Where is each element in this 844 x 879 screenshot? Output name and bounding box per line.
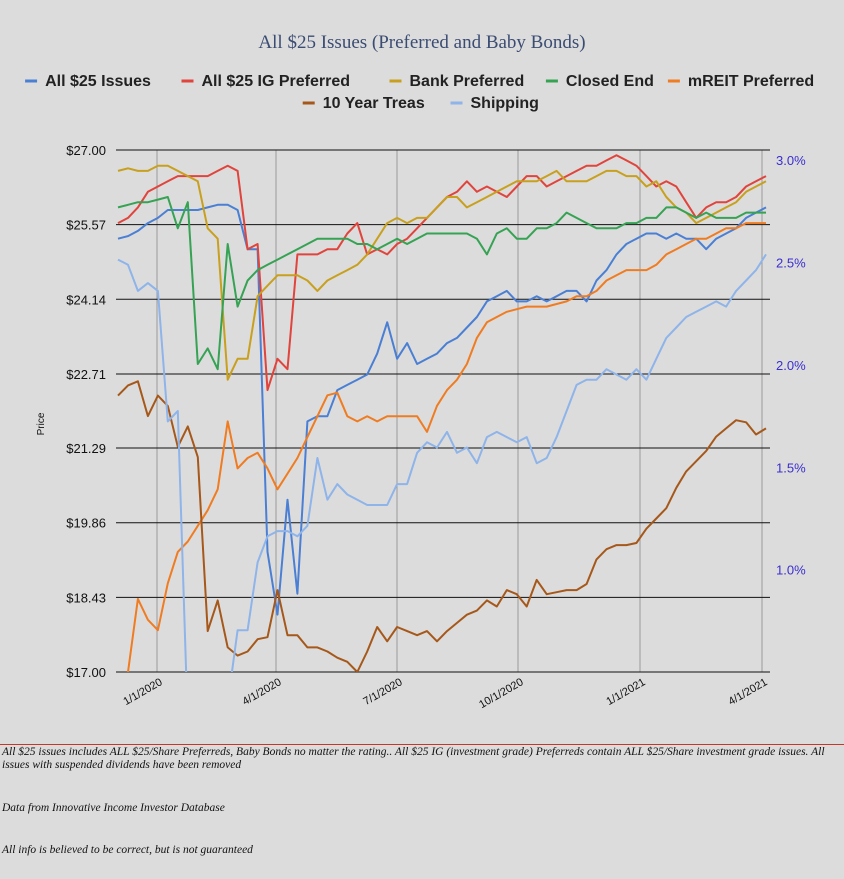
legend-label: mREIT Preferred [688, 73, 814, 90]
footer: All $25 issues includes ALL $25/Share Pr… [0, 744, 844, 879]
y-axis-left: $27.00 $25.57 $24.14 $22.71 $21.29 $19.86 $18.… [66, 143, 106, 680]
y2-tick-label: 1.5% [776, 460, 806, 475]
y-tick-label: $27.00 [66, 143, 106, 158]
y-tick-label: $19.86 [66, 516, 106, 531]
x-tick-label: 1/1/2020 [121, 676, 164, 708]
chart-title: All $25 Issues (Preferred and Baby Bonds… [258, 32, 585, 53]
legend-label: Bank Preferred [410, 73, 525, 90]
y2-tick-label: 2.5% [776, 256, 806, 271]
x-tick-label: 10/1/2020 [477, 676, 525, 711]
footer-note-2: Data from Innovative Income Investor Dat… [2, 802, 225, 814]
legend-label: All $25 Issues [45, 73, 151, 90]
legend: All $25 Issues All $25 IG Preferred Bank P… [25, 73, 814, 112]
x-tick-label: 4/1/2021 [726, 676, 769, 708]
legend-item-all-25-ig-preferred[interactable]: All $25 IG Preferred [181, 73, 351, 90]
x-tick-label: 4/1/2020 [240, 676, 283, 708]
x-tick-label: 1/1/2021 [604, 676, 647, 708]
y-axis-right: 3.0% 2.5% 2.0% 1.5% 1.0% [776, 153, 806, 577]
legend-item-shipping[interactable]: Shipping [450, 95, 539, 112]
y-tick-label: $21.29 [66, 441, 106, 456]
x-axis: 1/1/2020 4/1/2020 7/1/2020 10/1/2020 1/1/202… [121, 676, 769, 711]
footer-note-3: All info is believed to be correct, but … [2, 844, 253, 856]
legend-item-all-25-issues[interactable]: All $25 Issues [25, 73, 151, 90]
y-tick-label: $18.43 [66, 590, 106, 605]
legend-label: All $25 IG Preferred [202, 73, 351, 90]
chart: All $25 Issues (Preferred and Baby Bonds… [25, 32, 814, 711]
y-tick-label: $25.57 [66, 218, 106, 233]
y-tick-label: $24.14 [66, 292, 106, 307]
legend-label: Closed End [566, 73, 654, 90]
legend-item-closed-end[interactable]: Closed End [545, 73, 654, 90]
series-line-mreit-preferred [126, 222, 766, 672]
footer-note-1: All $25 issues includes ALL $25/Share Pr… [2, 746, 825, 771]
y-axis-label: Price [36, 412, 47, 435]
legend-label: 10 Year Treas [323, 95, 425, 112]
series-line-shipping [117, 253, 767, 672]
legend-item-10-year-treas[interactable]: 10 Year Treas [302, 95, 425, 112]
series-line-10-year-treas [117, 380, 767, 672]
legend-item-bank-preferred[interactable]: Bank Preferred [389, 73, 525, 90]
x-tick-label: 7/1/2020 [361, 676, 404, 708]
y2-tick-label: 2.0% [776, 358, 806, 373]
y-tick-label: $22.71 [66, 367, 106, 382]
legend-item-mreit-preferred[interactable]: mREIT Preferred [667, 73, 814, 90]
series-line-bank-preferred [117, 164, 767, 381]
legend-label: Shipping [471, 95, 539, 112]
series-line-all-25-issues [117, 203, 767, 616]
y-tick-label: $17.00 [66, 665, 106, 680]
y2-tick-label: 3.0% [776, 153, 806, 168]
grid [116, 149, 770, 673]
series-line-all-25-ig-preferred [117, 154, 767, 392]
series-lines [117, 154, 767, 672]
y2-tick-label: 1.0% [776, 563, 806, 578]
series-line-closed-end [117, 196, 766, 371]
